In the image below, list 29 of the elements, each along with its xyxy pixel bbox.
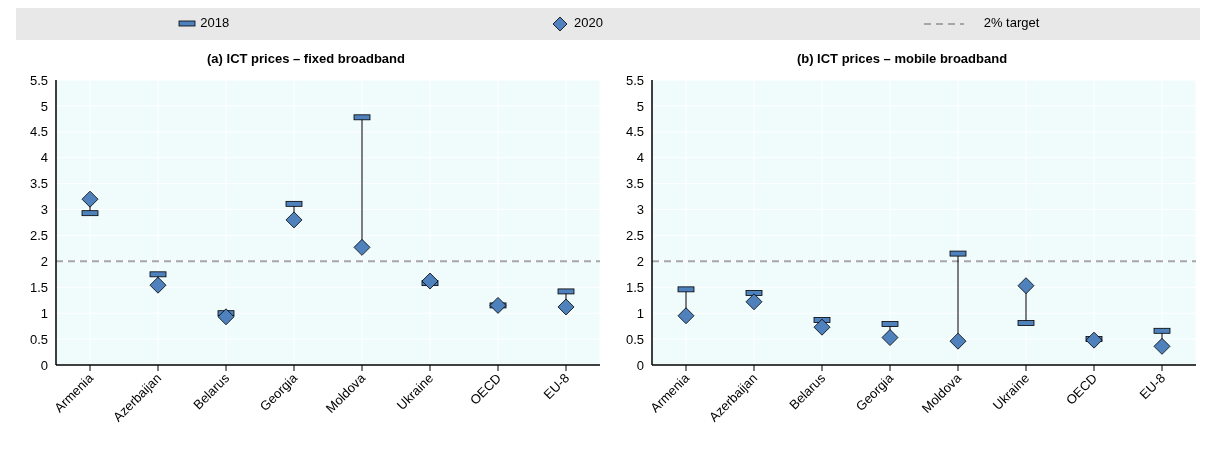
legend-label: 2% target [983, 15, 1040, 31]
y-tick-label: 0.5 [29, 331, 48, 347]
y-tick-label: 1 [40, 305, 48, 321]
y-tick-label: 2.5 [29, 228, 48, 244]
y-tick-label: 4.5 [625, 124, 644, 140]
y-tick-label: 0 [636, 357, 644, 373]
y-tick-label: 5 [40, 98, 48, 114]
y-tick-label: 5 [636, 98, 644, 114]
chart-title: (b) ICT prices – mobile broadband [795, 50, 1009, 68]
y-tick-label: 3 [40, 202, 48, 218]
y-tick-label: 0.5 [625, 331, 644, 347]
y-tick-label: 1.5 [29, 279, 48, 295]
y-tick-label: 2 [636, 253, 644, 269]
y-tick-label: 2 [40, 253, 48, 269]
y-tick-label: 3 [636, 202, 644, 218]
y-tick-label: 4 [636, 150, 644, 166]
legend-label: 2020 [573, 15, 603, 31]
y-tick-label: 1.5 [625, 279, 644, 295]
y-tick-label: 5.5 [29, 72, 48, 88]
y-tick-label: 3.5 [29, 176, 48, 192]
y-tick-label: 2.5 [625, 228, 644, 244]
y-tick-label: 4.5 [29, 124, 48, 140]
y-tick-label: 1 [636, 305, 644, 321]
chart-title: (a) ICT prices – fixed broadband [206, 50, 406, 68]
y-tick-label: 4 [40, 150, 48, 166]
y-tick-label: 3.5 [625, 176, 644, 192]
y-tick-label: 5.5 [625, 72, 644, 88]
legend-label: 2018 [200, 15, 230, 31]
y-tick-label: 0 [40, 357, 48, 373]
